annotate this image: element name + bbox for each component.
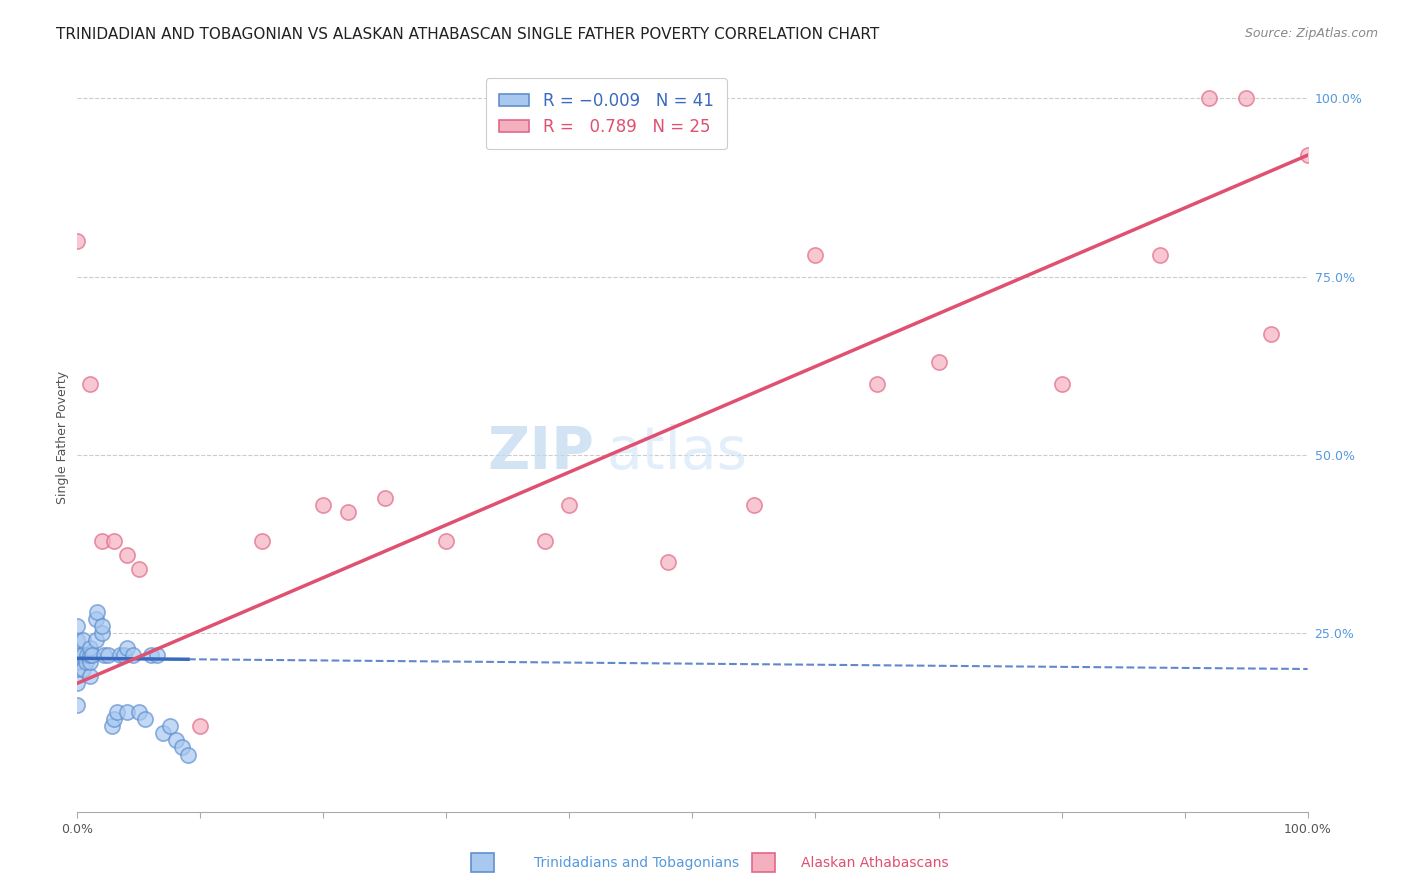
Point bbox=[72, 648, 94, 662]
Point bbox=[103, 712, 125, 726]
Point bbox=[110, 648, 132, 662]
Point bbox=[79, 648, 101, 662]
Point bbox=[1234, 91, 1257, 105]
Point bbox=[72, 633, 94, 648]
Point bbox=[337, 505, 360, 519]
Point bbox=[66, 633, 89, 648]
Point bbox=[1260, 326, 1282, 341]
Point bbox=[66, 619, 89, 633]
Point bbox=[93, 648, 115, 662]
Point bbox=[312, 498, 335, 512]
Point bbox=[250, 533, 273, 548]
Point bbox=[86, 605, 108, 619]
Point bbox=[1296, 148, 1319, 162]
Point bbox=[121, 648, 143, 662]
Point bbox=[436, 533, 458, 548]
Point bbox=[75, 655, 97, 669]
Point bbox=[66, 698, 89, 712]
Point bbox=[112, 648, 135, 662]
Point bbox=[76, 648, 98, 662]
Point bbox=[79, 669, 101, 683]
Point bbox=[128, 562, 150, 576]
Point bbox=[84, 612, 107, 626]
Point bbox=[534, 533, 557, 548]
Point bbox=[170, 740, 193, 755]
Point bbox=[103, 533, 125, 548]
Text: Trinidadians and Tobagonians: Trinidadians and Tobagonians bbox=[534, 855, 740, 870]
Point bbox=[128, 705, 150, 719]
Point bbox=[159, 719, 181, 733]
Point bbox=[141, 648, 163, 662]
Point bbox=[115, 548, 138, 562]
Point bbox=[66, 676, 89, 690]
Point bbox=[134, 712, 156, 726]
Point bbox=[1198, 91, 1220, 105]
Point bbox=[152, 726, 174, 740]
Text: ZIP: ZIP bbox=[486, 424, 595, 481]
Y-axis label: Single Father Poverty: Single Father Poverty bbox=[56, 370, 69, 504]
Text: atlas: atlas bbox=[606, 424, 748, 481]
Point bbox=[84, 633, 107, 648]
Point bbox=[1050, 376, 1073, 391]
Point bbox=[105, 705, 128, 719]
Point bbox=[72, 662, 94, 676]
Legend: R = −0.009   N = 41, R =   0.789   N = 25: R = −0.009 N = 41, R = 0.789 N = 25 bbox=[486, 78, 727, 149]
Point bbox=[177, 747, 200, 762]
Point bbox=[742, 498, 765, 512]
Point bbox=[115, 705, 138, 719]
Point bbox=[804, 248, 827, 262]
Point bbox=[90, 626, 114, 640]
Point bbox=[928, 355, 950, 369]
Point bbox=[374, 491, 396, 505]
Point bbox=[101, 719, 124, 733]
Point bbox=[97, 648, 120, 662]
Point bbox=[79, 376, 101, 391]
Point bbox=[66, 655, 89, 669]
Point bbox=[79, 655, 101, 669]
Text: Alaskan Athabascans: Alaskan Athabascans bbox=[801, 855, 949, 870]
Point bbox=[188, 719, 212, 733]
Point bbox=[146, 648, 169, 662]
Point bbox=[90, 533, 114, 548]
Point bbox=[66, 648, 89, 662]
Text: Source: ZipAtlas.com: Source: ZipAtlas.com bbox=[1244, 27, 1378, 40]
Point bbox=[79, 640, 101, 655]
Point bbox=[1149, 248, 1171, 262]
Point bbox=[558, 498, 581, 512]
Point bbox=[66, 234, 89, 248]
Point bbox=[866, 376, 889, 391]
Point bbox=[115, 640, 138, 655]
Point bbox=[90, 619, 114, 633]
Point bbox=[82, 648, 104, 662]
Point bbox=[66, 662, 89, 676]
Point bbox=[657, 555, 679, 569]
Text: TRINIDADIAN AND TOBAGONIAN VS ALASKAN ATHABASCAN SINGLE FATHER POVERTY CORRELATI: TRINIDADIAN AND TOBAGONIAN VS ALASKAN AT… bbox=[56, 27, 880, 42]
Point bbox=[165, 733, 187, 747]
